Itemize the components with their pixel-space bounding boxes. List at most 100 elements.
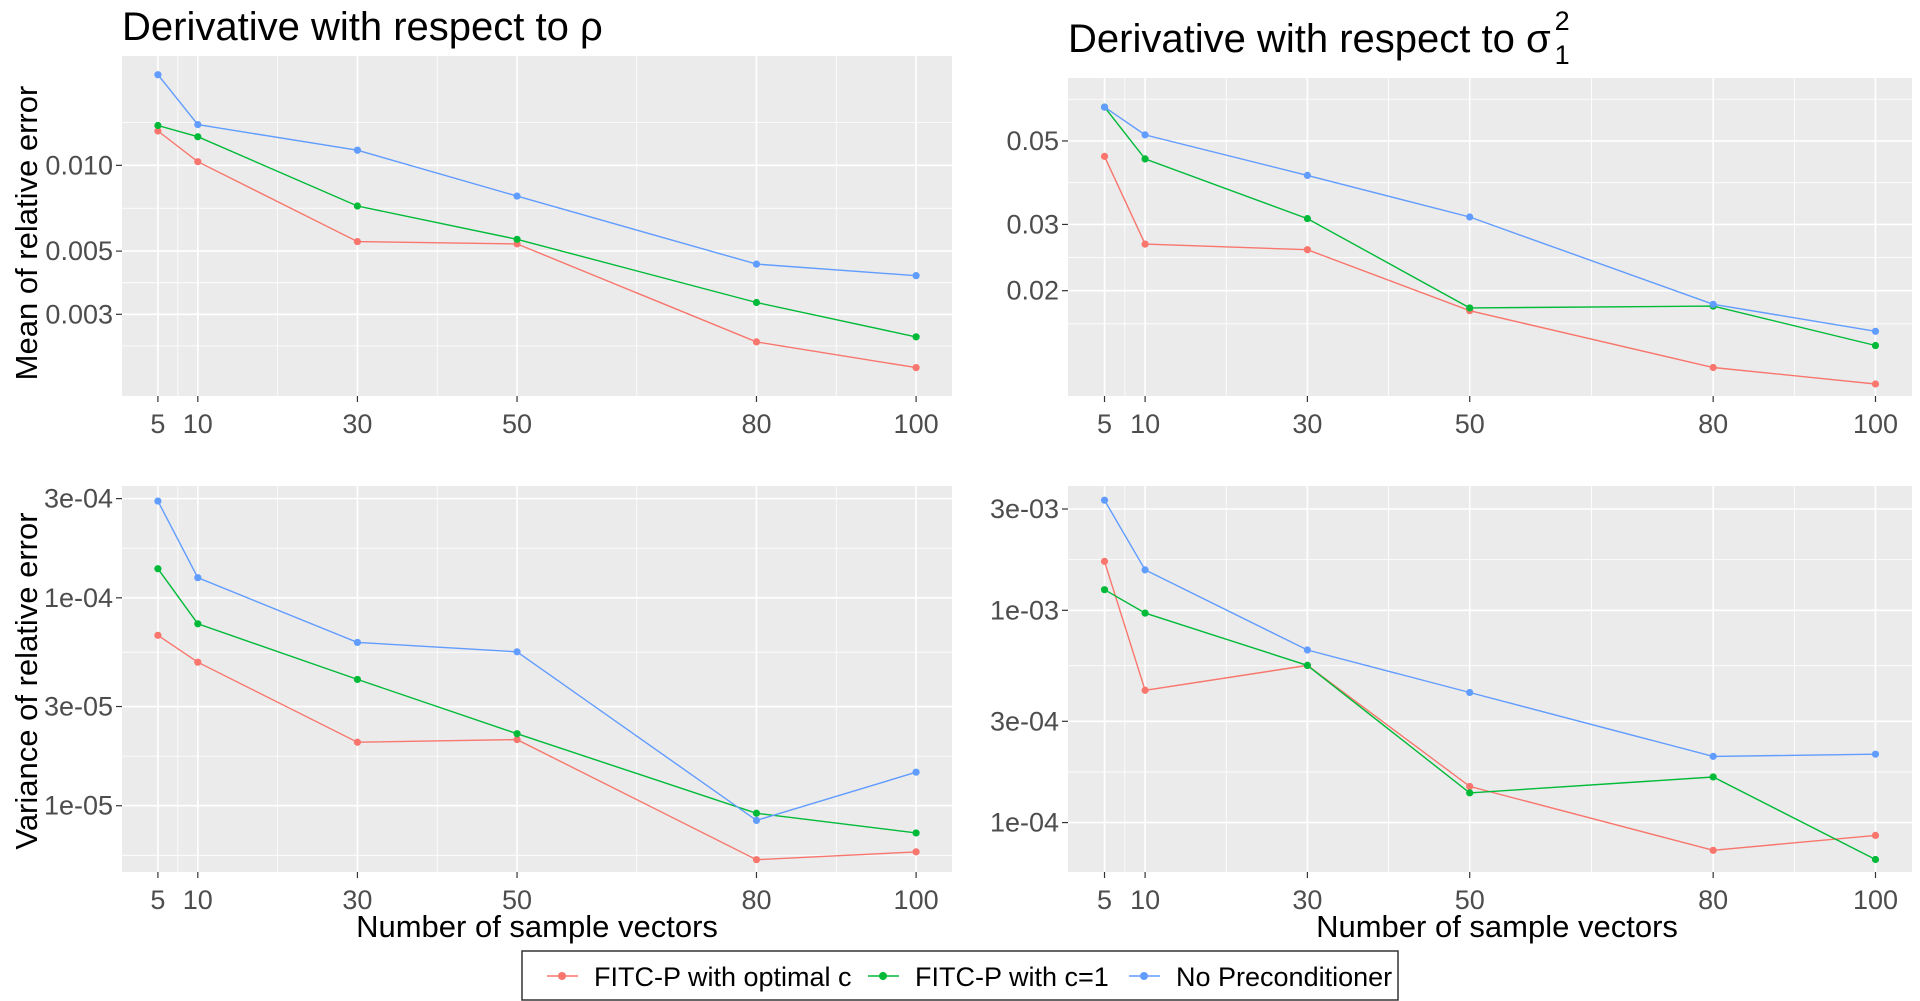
legend-label-1: FITC-P with optimal c xyxy=(594,962,852,992)
y-tick-label: 3e-04 xyxy=(990,706,1059,736)
y-tick-label: 0.003 xyxy=(45,299,113,329)
y-tick-label: 3e-03 xyxy=(990,494,1059,524)
y-tick-label: 0.03 xyxy=(1006,209,1059,239)
x-tick-label: 100 xyxy=(894,885,939,915)
data-point xyxy=(1141,609,1149,617)
data-point xyxy=(1141,131,1149,139)
x-tick-label: 50 xyxy=(502,885,532,915)
x-tick-label: 100 xyxy=(894,409,939,439)
panel-1-background xyxy=(122,56,952,396)
data-point xyxy=(513,235,521,243)
series-line-3 xyxy=(1103,499,1876,758)
data-point xyxy=(1303,171,1312,179)
x-tick-label: 5 xyxy=(150,885,165,915)
series-line-3 xyxy=(157,74,917,277)
data-point xyxy=(1100,557,1109,565)
panel-3: 5 10 30 50 80 100 1e-05 3e-05 1e-04 3e-04 xyxy=(44,484,952,915)
legend: FITC-P with optimal c FITC-P with c=1 No… xyxy=(521,950,1399,1001)
data-point xyxy=(1871,327,1880,335)
legend-key-point-3 xyxy=(1140,972,1148,980)
data-point xyxy=(752,298,761,307)
data-point xyxy=(1100,103,1109,111)
x-tick-label: 5 xyxy=(1097,885,1112,915)
data-point xyxy=(1141,240,1149,248)
data-point xyxy=(194,620,202,628)
data-point xyxy=(1709,846,1717,854)
legend-item-1: FITC-P with optimal c xyxy=(547,962,852,992)
data-point xyxy=(1709,363,1717,372)
legend-box xyxy=(521,950,1399,1001)
data-point xyxy=(154,631,162,639)
data-point xyxy=(194,133,202,141)
x-tick-label: 100 xyxy=(1853,409,1898,439)
data-point xyxy=(353,738,362,746)
data-point xyxy=(1871,750,1880,758)
panel-3-xlabel: Number of sample vectors xyxy=(356,909,718,944)
x-tick-label: 80 xyxy=(741,885,771,915)
data-point xyxy=(912,848,920,856)
x-tick-label: 80 xyxy=(1698,885,1728,915)
panel-3-ylabel: Variance of relative error xyxy=(9,512,44,849)
data-point xyxy=(1303,661,1312,670)
series-line-1 xyxy=(157,634,917,861)
panel-4: 5 10 30 50 80 100 1e-04 3e-04 1e-03 3e-03 xyxy=(990,486,1912,915)
series-line-3 xyxy=(1104,106,1876,332)
series-line-2 xyxy=(1103,106,1876,347)
data-point xyxy=(154,127,162,135)
data-point xyxy=(912,363,920,372)
x-tick-label: 5 xyxy=(1097,409,1112,439)
data-point xyxy=(353,146,362,154)
series-line-1 xyxy=(157,130,917,369)
data-point xyxy=(353,638,362,647)
data-point xyxy=(1871,855,1880,864)
data-point xyxy=(1466,304,1474,312)
data-point xyxy=(353,675,362,684)
y-tick-label: 0.005 xyxy=(45,236,113,266)
data-point xyxy=(912,333,920,341)
data-point xyxy=(1466,782,1474,791)
x-tick-label: 80 xyxy=(741,409,771,439)
data-point xyxy=(752,338,761,346)
data-point xyxy=(154,497,162,505)
x-tick-label: 10 xyxy=(183,885,213,915)
data-point xyxy=(1141,566,1149,574)
x-tick-label: 30 xyxy=(342,885,372,915)
y-tick-label: 0.02 xyxy=(1006,276,1059,306)
panel-3-grid xyxy=(122,486,952,872)
y-tick-label: 1e-04 xyxy=(44,583,113,613)
x-tick-label: 50 xyxy=(502,409,532,439)
x-tick-label: 10 xyxy=(1130,409,1160,439)
data-point xyxy=(1871,341,1880,350)
x-tick-label: 5 xyxy=(150,409,165,439)
panel-2-background xyxy=(1068,78,1912,396)
data-point xyxy=(752,260,761,268)
y-tick-label: 0.010 xyxy=(45,150,113,180)
data-point xyxy=(752,856,761,864)
data-point xyxy=(1709,773,1717,781)
data-point xyxy=(513,192,521,200)
data-point xyxy=(1141,686,1149,694)
data-point xyxy=(1466,213,1474,221)
chart-panels: 5 10 30 50 80 100 0.003 0.005 0.010 5 10 30 50 80 100 0… xyxy=(44,56,1912,915)
panel-2-title-main: Derivative with respect to σ xyxy=(1068,17,1551,61)
panel-1-title: Derivative with respect to ρ xyxy=(122,5,603,49)
panel-4-background xyxy=(1068,486,1912,872)
x-tick-label: 30 xyxy=(1292,409,1322,439)
data-point xyxy=(154,121,162,130)
data-point xyxy=(1466,789,1474,797)
data-point xyxy=(1100,152,1109,160)
x-tick-label: 50 xyxy=(1455,885,1485,915)
y-tick-label: 1e-05 xyxy=(44,791,113,821)
legend-item-3: No Preconditioner xyxy=(1129,962,1392,992)
series-line-2 xyxy=(157,124,917,338)
legend-label-3: No Preconditioner xyxy=(1176,962,1392,992)
data-point xyxy=(1466,688,1474,697)
series-line-1 xyxy=(1103,156,1876,385)
data-point xyxy=(1871,831,1880,840)
x-tick-label: 100 xyxy=(1853,885,1898,915)
panel-2-grid xyxy=(1068,78,1912,396)
data-point xyxy=(912,768,920,776)
data-point xyxy=(1141,155,1149,163)
